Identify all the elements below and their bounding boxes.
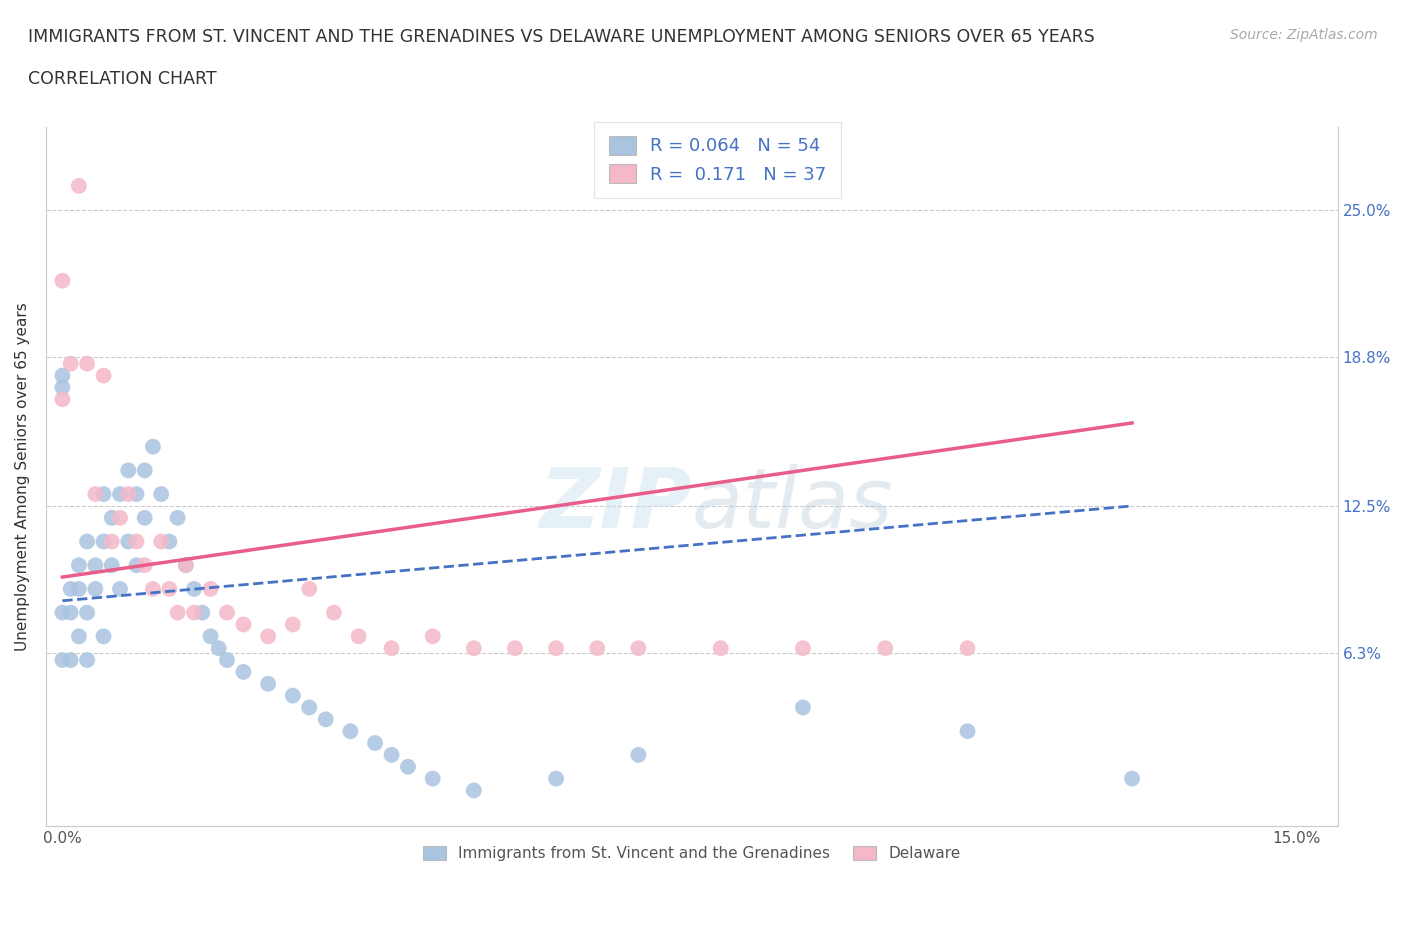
Point	[157, 581, 180, 596]
Point	[108, 486, 131, 501]
Point	[93, 534, 115, 549]
Point	[59, 605, 82, 620]
Point	[710, 641, 733, 656]
Point	[546, 641, 568, 656]
Point	[875, 641, 897, 656]
Point	[93, 486, 115, 501]
Point	[134, 511, 156, 525]
Point	[51, 273, 73, 288]
Point	[108, 581, 131, 596]
Point	[51, 392, 73, 406]
Point	[183, 605, 205, 620]
Point	[84, 558, 107, 573]
Point	[157, 534, 180, 549]
Point	[134, 463, 156, 478]
Point	[315, 711, 337, 726]
Point	[422, 629, 444, 644]
Point	[125, 486, 148, 501]
Point	[298, 700, 321, 715]
Point	[108, 511, 131, 525]
Point	[101, 511, 124, 525]
Point	[396, 759, 419, 774]
Point	[208, 641, 231, 656]
Point	[956, 724, 979, 738]
Point	[76, 356, 98, 371]
Point	[183, 581, 205, 596]
Point	[463, 783, 485, 798]
Y-axis label: Unemployment Among Seniors over 65 years: Unemployment Among Seniors over 65 years	[15, 302, 30, 651]
Point	[76, 653, 98, 668]
Point	[84, 581, 107, 596]
Point	[51, 368, 73, 383]
Point	[76, 605, 98, 620]
Point	[380, 748, 402, 763]
Point	[101, 534, 124, 549]
Point	[422, 771, 444, 786]
Point	[117, 486, 139, 501]
Point	[586, 641, 609, 656]
Text: ZIP: ZIP	[540, 464, 692, 545]
Text: CORRELATION CHART: CORRELATION CHART	[28, 70, 217, 87]
Point	[51, 653, 73, 668]
Point	[364, 736, 387, 751]
Text: IMMIGRANTS FROM ST. VINCENT AND THE GRENADINES VS DELAWARE UNEMPLOYMENT AMONG SE: IMMIGRANTS FROM ST. VINCENT AND THE GREN…	[28, 28, 1095, 46]
Point	[347, 629, 370, 644]
Point	[546, 771, 568, 786]
Point	[956, 641, 979, 656]
Point	[257, 676, 280, 691]
Point	[380, 641, 402, 656]
Point	[67, 629, 90, 644]
Point	[51, 605, 73, 620]
Point	[792, 700, 814, 715]
Point	[67, 558, 90, 573]
Point	[232, 617, 254, 631]
Point	[93, 368, 115, 383]
Point	[125, 534, 148, 549]
Point	[323, 605, 346, 620]
Point	[67, 179, 90, 193]
Point	[117, 534, 139, 549]
Point	[117, 463, 139, 478]
Point	[298, 581, 321, 596]
Point	[67, 581, 90, 596]
Point	[125, 558, 148, 573]
Point	[215, 653, 238, 668]
Point	[166, 605, 188, 620]
Point	[59, 653, 82, 668]
Legend: Immigrants from St. Vincent and the Grenadines, Delaware: Immigrants from St. Vincent and the Gren…	[418, 840, 967, 868]
Point	[84, 486, 107, 501]
Point	[166, 511, 188, 525]
Point	[59, 356, 82, 371]
Point	[503, 641, 526, 656]
Point	[281, 617, 304, 631]
Point	[191, 605, 214, 620]
Point	[150, 534, 173, 549]
Point	[174, 558, 197, 573]
Text: atlas: atlas	[692, 464, 893, 545]
Point	[200, 581, 222, 596]
Point	[339, 724, 361, 738]
Point	[51, 380, 73, 395]
Point	[627, 641, 650, 656]
Point	[463, 641, 485, 656]
Point	[232, 664, 254, 679]
Point	[142, 439, 165, 454]
Point	[93, 629, 115, 644]
Point	[101, 558, 124, 573]
Point	[174, 558, 197, 573]
Point	[134, 558, 156, 573]
Point	[59, 581, 82, 596]
Point	[257, 629, 280, 644]
Point	[150, 486, 173, 501]
Point	[76, 534, 98, 549]
Point	[215, 605, 238, 620]
Point	[627, 748, 650, 763]
Text: Source: ZipAtlas.com: Source: ZipAtlas.com	[1230, 28, 1378, 42]
Point	[142, 581, 165, 596]
Point	[200, 629, 222, 644]
Point	[792, 641, 814, 656]
Point	[281, 688, 304, 703]
Point	[1121, 771, 1143, 786]
